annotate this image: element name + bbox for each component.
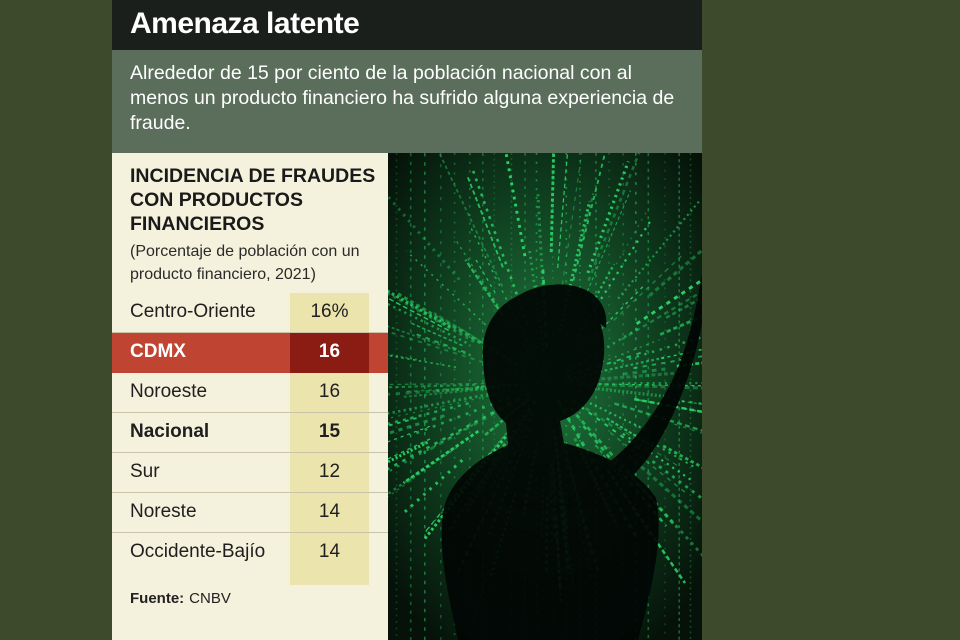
table-row: Nacional 15 — [112, 413, 388, 453]
table-row: Occidente-Bajío 14 — [112, 533, 388, 573]
binary-code-streak — [579, 382, 702, 390]
row-label: CDMX — [130, 341, 186, 362]
binary-code-streak — [627, 454, 702, 524]
source-label: Fuente: — [130, 590, 185, 607]
binary-code-streak — [557, 131, 570, 268]
table-row: Noroeste 16 — [112, 373, 388, 413]
row-value: 16% — [310, 301, 349, 322]
binary-code-streak — [383, 329, 528, 378]
table-title: INCIDENCIA DE FRAUDES CON PRODUCTOS FINA… — [130, 165, 376, 235]
table-row: Centro-Oriente 16% — [112, 293, 388, 333]
binary-code-streak — [613, 252, 685, 321]
binary-code-streak — [549, 149, 556, 253]
subhead: Alrededor de 15 por ciento de la poblaci… — [130, 62, 675, 134]
binary-code-streak — [650, 441, 695, 468]
hacker-photo — [257, 122, 702, 640]
binary-code-streak — [592, 383, 702, 387]
headline-bar: Amenaza latente — [112, 0, 702, 50]
binary-code-streak — [402, 386, 499, 399]
binary-code-streak — [584, 190, 632, 298]
binary-code-streak — [577, 402, 614, 428]
row-value: 12 — [318, 461, 341, 482]
row-value: 14 — [318, 501, 341, 522]
row-value: 15 — [318, 421, 341, 442]
source-note: Fuente: CNBV — [130, 590, 231, 607]
fraud-table-panel: INCIDENCIA DE FRAUDES CON PRODUCTOS FINA… — [112, 153, 388, 640]
row-value: 16 — [318, 341, 341, 362]
hacker-silhouette-binary-code-image — [257, 122, 702, 640]
row-label: Nacional — [130, 421, 210, 442]
binary-code-streak — [411, 331, 466, 354]
binary-code-streak — [617, 426, 680, 468]
binary-code-streak — [373, 386, 480, 397]
binary-code-streak — [569, 407, 678, 528]
binary-code-streak — [606, 417, 655, 448]
binary-code-streak — [466, 175, 504, 268]
binary-code-streak — [432, 386, 488, 393]
binary-code-streak — [371, 283, 476, 344]
binary-code-streak — [586, 160, 630, 274]
binary-code-streak — [589, 386, 671, 399]
table-row: Noreste 14 — [112, 493, 388, 533]
binary-code-streak — [334, 269, 450, 332]
binary-code-streak — [665, 296, 702, 319]
binary-code-streak — [308, 402, 469, 446]
row-value: 16 — [318, 381, 341, 402]
binary-code-streak — [402, 429, 480, 485]
binary-code-streak — [410, 322, 463, 347]
binary-code-streak — [464, 259, 504, 316]
binary-code-streak — [633, 355, 702, 370]
binary-code-streak — [569, 371, 675, 383]
table-subtitle: (Porcentaje de población con un producto… — [130, 243, 360, 283]
binary-code-streak — [471, 170, 529, 325]
binary-code-streak — [572, 400, 641, 451]
binary-code-streak — [389, 390, 511, 419]
row-label: Centro-Oriente — [130, 301, 256, 322]
binary-code-streak — [609, 432, 688, 495]
binary-code-streak — [386, 302, 468, 344]
binary-code-streak — [591, 263, 616, 304]
binary-code-streak — [579, 193, 595, 249]
hacker-silhouette — [441, 273, 702, 640]
binary-code-streak — [349, 446, 458, 524]
subhead-bar: Alrededor de 15 por ciento de la poblaci… — [112, 50, 702, 153]
highlight-value-box — [290, 333, 369, 373]
binary-code-streak — [614, 402, 702, 432]
row-label: Occidente-Bajío — [130, 541, 266, 562]
binary-code-streak — [370, 398, 519, 479]
binary-code-streak — [651, 460, 702, 501]
table-row: Sur 12 — [112, 453, 388, 493]
row-label: Noroeste — [130, 381, 208, 402]
binary-code-streak — [587, 134, 648, 282]
binary-code-streak — [429, 134, 504, 287]
binary-code-streak — [502, 142, 527, 257]
headline: Amenaza latente — [130, 7, 360, 40]
binary-code-streak — [323, 391, 495, 427]
binary-code-streak — [622, 367, 666, 376]
row-label: Noreste — [130, 501, 197, 522]
binary-code-streak — [404, 387, 461, 393]
source-name: CNBV — [189, 590, 231, 607]
binary-code-streak — [613, 335, 702, 365]
binary-code-streak — [257, 417, 417, 462]
table-row: CDMX 16 — [112, 333, 388, 373]
binary-code-streak — [473, 256, 496, 294]
infographic-card: Amenaza latente Alrededor de 15 por cien… — [112, 0, 702, 640]
row-label: Sur — [130, 461, 160, 482]
binary-code-streak — [635, 278, 702, 326]
binary-code-streak — [332, 305, 472, 357]
row-value: 14 — [318, 541, 341, 562]
binary-code-streak — [617, 198, 702, 300]
